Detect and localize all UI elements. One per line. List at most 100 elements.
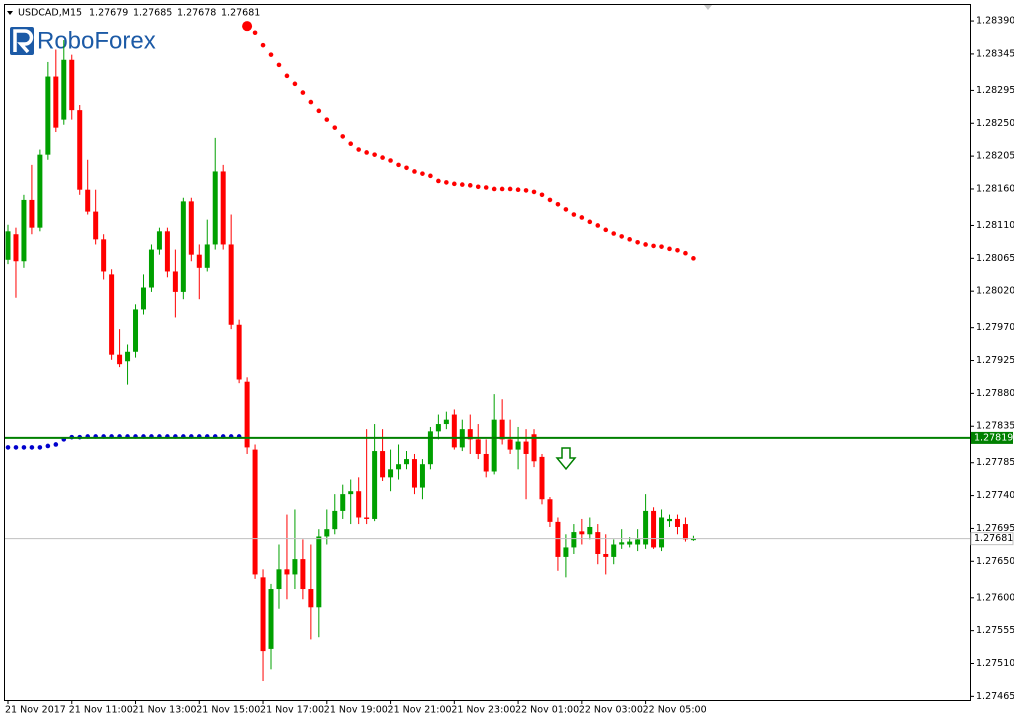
- indicator-dot: [539, 192, 545, 198]
- y-tick-label: 1.27555: [976, 625, 1014, 636]
- candle-body: [595, 532, 601, 554]
- candle-body: [276, 569, 282, 590]
- candle-body: [172, 271, 178, 292]
- candle-body: [674, 518, 680, 527]
- indicator-dot: [428, 173, 433, 179]
- indicator-dot: [380, 155, 385, 160]
- x-tick-label: 21 Nov 21:00: [388, 705, 452, 716]
- candle-body: [340, 494, 346, 511]
- indicator-dot: [292, 81, 298, 87]
- y-tick-label: 1.28295: [976, 85, 1014, 96]
- indicator-dot: [595, 223, 601, 228]
- candle-body: [427, 431, 433, 465]
- candle-body: [228, 244, 234, 325]
- candle-body: [133, 309, 139, 352]
- candle-body: [667, 518, 673, 522]
- indicator-dot: [53, 442, 59, 447]
- candle-body: [555, 521, 561, 557]
- indicator-dot: [491, 186, 497, 192]
- candle-body: [156, 231, 162, 250]
- indicator-dot: [316, 108, 322, 114]
- indicator-dot: [452, 181, 457, 187]
- indicator-dot: [531, 189, 537, 195]
- indicator-dot: [324, 117, 330, 122]
- indicator-dot: [683, 250, 688, 256]
- indicator-dot: [507, 186, 513, 192]
- indicator-dot: [571, 212, 577, 217]
- candle-body: [260, 577, 266, 652]
- indicator-dot: [555, 202, 561, 207]
- candle-body: [396, 464, 402, 470]
- indicator-dot: [467, 183, 473, 188]
- indicator-dot: [340, 134, 346, 139]
- candle-body: [627, 541, 633, 545]
- candle-body: [499, 419, 505, 440]
- header-high: 1.27685: [133, 8, 172, 19]
- y-tick-label: 1.27650: [976, 556, 1014, 567]
- candle-body: [284, 569, 290, 575]
- indicator-dot: [523, 188, 529, 193]
- indicator-dot: [459, 182, 465, 187]
- indicator-dot: [483, 185, 489, 190]
- indicator-dot: [611, 231, 617, 236]
- candle-body: [29, 199, 35, 228]
- indicator-dot: [356, 147, 361, 152]
- y-tick-label: 1.28020: [976, 286, 1014, 297]
- indicator-dot: [45, 443, 51, 449]
- candle-body: [579, 531, 585, 535]
- x-tick-label: 22 Nov 03:00: [579, 705, 643, 716]
- y-tick-label: 1.27695: [976, 523, 1014, 534]
- candle-body: [611, 544, 617, 557]
- candle-body: [419, 464, 425, 488]
- indicator-dot: [372, 152, 377, 157]
- x-tick-label: 22 Nov 05:00: [643, 705, 707, 716]
- candle-body: [164, 231, 170, 272]
- candle-body: [515, 441, 521, 450]
- candle-body: [37, 154, 43, 228]
- candle-body: [364, 517, 370, 519]
- bid-label: 1.27681: [974, 533, 1013, 544]
- y-tick-label: 1.27835: [976, 421, 1014, 432]
- indicator-dot: [396, 162, 401, 168]
- indicator-dot: [603, 227, 609, 233]
- candle-body: [93, 211, 99, 240]
- y-tick-label: 1.27925: [976, 355, 1014, 366]
- y-tick-label: 1.27600: [976, 592, 1014, 603]
- candle-body: [651, 510, 657, 548]
- indicator-dot: [515, 187, 521, 193]
- candle-body: [643, 510, 649, 545]
- candle-body: [109, 274, 115, 355]
- indicator-dot: [579, 215, 585, 220]
- candle-body: [475, 439, 481, 454]
- x-tick-label: 21 Nov 17:00: [260, 705, 324, 716]
- candle-body: [117, 354, 123, 365]
- candle-body: [5, 231, 11, 260]
- indicator-dot: [21, 445, 27, 450]
- indicator-dot: [260, 42, 266, 48]
- indicator-dot: [412, 169, 417, 174]
- indicator-dot: [284, 73, 290, 79]
- candle-body: [316, 536, 322, 608]
- indicator-dot: [29, 445, 35, 450]
- indicator-dot: [667, 246, 672, 252]
- indicator-dot: [587, 219, 593, 225]
- y-tick-label: 1.27740: [976, 490, 1014, 501]
- candle-body: [563, 547, 569, 557]
- candle-body: [411, 459, 417, 488]
- y-tick-label: 1.28110: [976, 220, 1014, 231]
- candle-body: [348, 491, 354, 495]
- x-tick-label: 21 Nov 19:00: [324, 705, 388, 716]
- candle-body: [404, 459, 409, 465]
- candle-body: [85, 189, 91, 212]
- bid-label-box: [970, 532, 1014, 546]
- indicator-dot: [420, 171, 425, 176]
- candle-body: [443, 419, 449, 425]
- indicator-dot: [436, 178, 441, 184]
- indicator-dot: [444, 180, 449, 185]
- sell-arrow: [555, 447, 577, 471]
- indicator-dot: [276, 62, 282, 68]
- indicator-dot: [242, 21, 253, 32]
- y-tick-label: 1.28390: [976, 16, 1014, 27]
